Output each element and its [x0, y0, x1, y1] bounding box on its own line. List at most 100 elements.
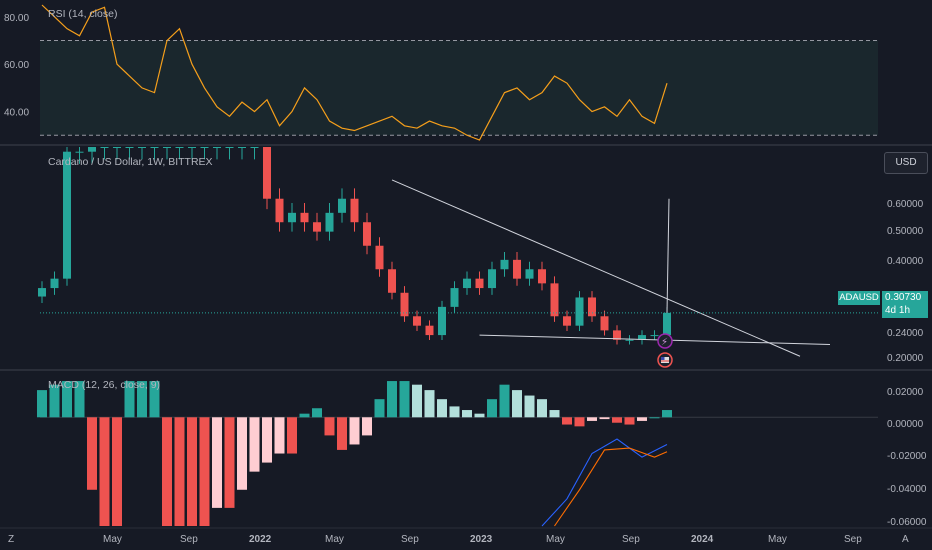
candle-body: [250, 147, 259, 148]
macd-histogram-bar: [374, 399, 385, 418]
candle-body: [363, 222, 371, 246]
candle-body: [513, 259, 521, 279]
macd-histogram-bar: [474, 413, 485, 418]
time-label: 2023: [470, 534, 493, 545]
candle-body: [200, 147, 209, 148]
candle-body: [538, 269, 546, 284]
candle-body: [150, 147, 159, 148]
rsi-line: [41, 4, 668, 141]
candle-body: [400, 292, 409, 317]
macd-histogram-bar: [324, 417, 335, 436]
macd-tick: 0.02000: [887, 387, 924, 398]
macd-histogram-bar: [587, 417, 597, 421]
macd-histogram-bar: [37, 390, 47, 418]
candle-body: [338, 198, 346, 213]
candle-body: [575, 297, 584, 326]
time-axis[interactable]: May Sep 2022 May Sep 2023 May Sep 2024 M…: [103, 534, 862, 545]
time-label: May: [325, 534, 344, 545]
candlestick-series: [38, 147, 671, 345]
candle-body: [313, 222, 321, 232]
rsi-tick-40: 40.00: [4, 108, 29, 119]
trendline-upper[interactable]: [391, 179, 801, 357]
macd-histogram-bar: [512, 390, 522, 418]
svg-text:⚡: ⚡: [661, 337, 668, 348]
rsi-tick-60: 60.00: [4, 60, 29, 71]
macd-histogram-bar: [612, 417, 622, 423]
macd-histogram-bar: [349, 417, 360, 445]
candle-body: [113, 147, 121, 148]
time-label: May: [768, 534, 787, 545]
us-flag-event-icon[interactable]: [657, 352, 673, 368]
price-axis[interactable]: 0.60000 0.50000 0.40000 0.24000 0.20000: [887, 199, 924, 364]
candle-body: [663, 312, 671, 336]
candle-body: [288, 212, 296, 223]
symbol-label: ADAUSD: [838, 291, 880, 305]
auto-scale-button[interactable]: A: [902, 534, 909, 545]
candle-body: [613, 330, 621, 340]
candle-body: [375, 245, 384, 270]
timezone-button[interactable]: Z: [8, 534, 14, 545]
macd-histogram-bar: [524, 395, 535, 418]
macd-histogram-bar: [649, 417, 660, 419]
rsi-pane[interactable]: RSI (14, close) 80.00 60.00 40.00: [4, 4, 878, 141]
candle-body: [300, 212, 309, 223]
time-label: May: [546, 534, 565, 545]
macd-histogram-bar: [437, 399, 447, 418]
time-label: Sep: [622, 534, 640, 545]
projection-line[interactable]: [666, 198, 670, 313]
macd-histogram-bar: [574, 417, 585, 427]
macd-line: [541, 438, 668, 527]
macd-pane[interactable]: MACD (12, 26, close, 9) 0.02000 0.00000 …: [37, 379, 927, 528]
macd-histogram-bar: [362, 417, 372, 436]
macd-histogram-bar: [499, 384, 510, 418]
macd-signal-line: [554, 447, 668, 527]
macd-histogram-bar: [149, 381, 160, 418]
macd-tick: -0.04000: [887, 484, 927, 495]
macd-histogram-bar: [249, 417, 260, 472]
candle-body: [275, 198, 284, 223]
rsi-band-fill: [40, 40, 878, 136]
macd-histogram-bar: [62, 381, 72, 418]
macd-label: MACD (12, 26, close, 9): [48, 379, 160, 391]
macd-histogram-bar: [212, 417, 222, 508]
macd-histogram-bar: [87, 417, 97, 490]
candle-body: [525, 269, 534, 279]
time-label: 2022: [249, 534, 272, 545]
macd-histogram-bar: [424, 390, 435, 418]
macd-histogram-bar: [299, 413, 310, 418]
macd-histogram-bar: [637, 417, 647, 421]
macd-histogram: [37, 381, 672, 526]
candle-body: [563, 316, 571, 326]
macd-histogram-bar: [599, 417, 610, 420]
candle-body: [350, 198, 359, 223]
candle-body: [213, 147, 221, 148]
price-pane[interactable]: Cardano / US Dollar, 1W, BITTREX 0.60000…: [38, 147, 924, 368]
macd-tick: -0.02000: [887, 451, 927, 462]
macd-histogram-bar: [49, 384, 60, 418]
macd-histogram-bar: [199, 417, 210, 526]
macd-histogram-bar: [162, 417, 172, 526]
candle-body: [475, 278, 484, 289]
flash-event-icon[interactable]: ⚡: [657, 333, 673, 349]
candle-body: [188, 147, 196, 148]
macd-histogram-bar: [274, 417, 285, 454]
trendline-lower[interactable]: [479, 334, 831, 345]
rsi-label: RSI (14, close): [48, 8, 117, 20]
candle-body: [625, 339, 634, 341]
macd-histogram-bar: [74, 381, 85, 418]
candle-body: [75, 151, 84, 153]
macd-histogram-bar: [237, 417, 247, 490]
time-label: 2024: [691, 534, 714, 545]
currency-button[interactable]: USD: [884, 152, 928, 174]
candle-body: [500, 259, 509, 270]
macd-histogram-bar: [124, 381, 135, 418]
bar-countdown: 4d 1h: [885, 305, 911, 316]
macd-tick: 0.00000: [887, 419, 924, 430]
price-tick: 0.50000: [887, 226, 924, 237]
candle-body: [438, 306, 446, 336]
candle-body: [125, 147, 134, 148]
price-label-box: 0.30730 4d 1h: [882, 291, 928, 318]
macd-tick: -0.06000: [887, 517, 927, 528]
